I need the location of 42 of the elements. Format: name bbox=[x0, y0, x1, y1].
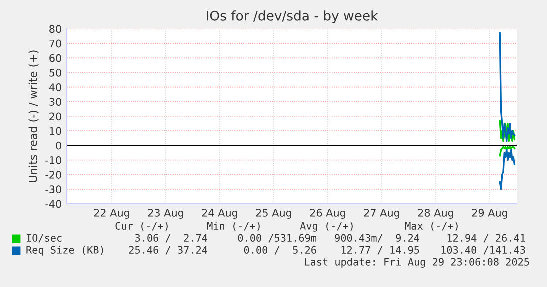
y-tick-label: 20 bbox=[50, 112, 62, 121]
line-series bbox=[499, 146, 516, 157]
text: 12.94 / 26.41 bbox=[448, 234, 526, 243]
x-tick-label: 28 Aug bbox=[418, 209, 454, 219]
chart-title: IOs for /dev/sda - by week bbox=[207, 10, 378, 24]
y-tick-label: -40 bbox=[46, 200, 62, 208]
y-tick-label: 60 bbox=[50, 54, 62, 62]
x-tick-label: 22 Aug bbox=[94, 209, 130, 219]
x-tick-label: 26 Aug bbox=[310, 209, 346, 219]
y-tick-label: 50 bbox=[50, 68, 62, 77]
text: 3.06 / 2.74 bbox=[135, 234, 208, 243]
y-tick-label: 80 bbox=[50, 25, 62, 34]
line-series bbox=[499, 120, 516, 142]
x-tick-label: 23 Aug bbox=[148, 209, 184, 219]
text: 103.40 /141.43 bbox=[442, 246, 526, 255]
text: 0.00 / 5.26 bbox=[244, 246, 316, 255]
y-tick-label: 40 bbox=[49, 84, 62, 92]
x-tick-label: 24 Aug bbox=[202, 209, 238, 219]
text: Last update: Fri Aug 29 23:06:08 2025 bbox=[305, 258, 530, 268]
y-tick-label: 10 bbox=[50, 127, 62, 136]
text: 900.43m/ 9.24 bbox=[335, 234, 420, 243]
x-tick-label: 25 Aug bbox=[256, 209, 292, 219]
line-series bbox=[499, 32, 516, 142]
text: Cur (-/+) bbox=[116, 222, 168, 232]
text: Avg (-/+) bbox=[300, 222, 353, 232]
text: Min (-/+) bbox=[207, 222, 260, 232]
y-tick-label: 70 bbox=[50, 40, 62, 48]
legend-label: IO/sec bbox=[26, 234, 62, 243]
legend-label: Req Size (KB) bbox=[26, 246, 104, 256]
text: Max (-/+) bbox=[405, 222, 458, 232]
text: 0.00 /531.69m bbox=[238, 234, 317, 243]
x-tick-label: 29 Aug bbox=[472, 209, 508, 219]
y-tick-label: 0 bbox=[56, 142, 62, 150]
y-tick-label: -10 bbox=[46, 156, 62, 164]
text: 25.46 / 37.24 bbox=[129, 246, 208, 255]
y-tick-label: -30 bbox=[46, 186, 62, 194]
y-axis-title: Units read (-) / write (+) bbox=[28, 50, 39, 182]
text: 12.77 / 14.95 bbox=[342, 246, 420, 255]
line-series bbox=[499, 149, 516, 190]
x-tick-label: 27 Aug bbox=[364, 209, 400, 219]
y-tick-label: 30 bbox=[50, 98, 62, 106]
y-tick-label: -20 bbox=[46, 171, 62, 179]
